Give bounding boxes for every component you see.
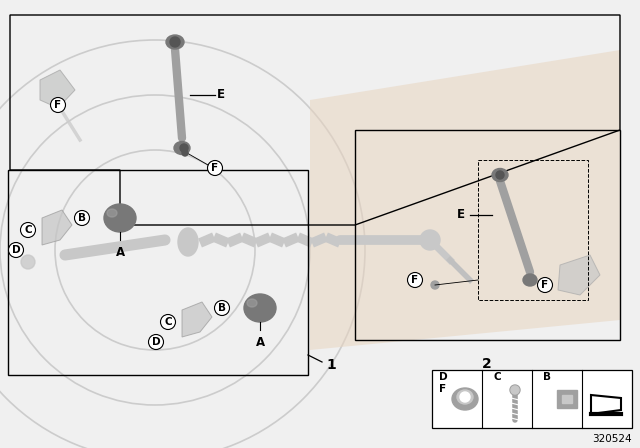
Text: D: D: [438, 372, 447, 382]
Bar: [562, 395, 572, 403]
Text: F: F: [541, 280, 548, 290]
Circle shape: [496, 171, 504, 179]
Polygon shape: [42, 210, 72, 245]
Circle shape: [74, 211, 90, 225]
Text: D: D: [152, 337, 160, 347]
Ellipse shape: [452, 388, 478, 410]
Polygon shape: [40, 70, 75, 108]
Text: A: A: [115, 246, 125, 259]
Ellipse shape: [107, 209, 117, 217]
Circle shape: [51, 98, 65, 112]
Ellipse shape: [457, 390, 473, 404]
Circle shape: [182, 150, 188, 156]
Circle shape: [420, 230, 440, 250]
Circle shape: [180, 144, 188, 152]
Circle shape: [538, 277, 552, 293]
Circle shape: [431, 281, 439, 289]
Ellipse shape: [244, 294, 276, 322]
Text: E: E: [457, 208, 465, 221]
Text: A: A: [255, 336, 264, 349]
Ellipse shape: [523, 274, 537, 286]
Ellipse shape: [247, 299, 257, 307]
Circle shape: [20, 223, 35, 237]
Circle shape: [21, 255, 35, 269]
Text: C: C: [493, 372, 501, 382]
Text: B: B: [218, 303, 226, 313]
Bar: [8, 170, 308, 375]
Circle shape: [148, 335, 163, 349]
Text: F: F: [54, 100, 61, 110]
Ellipse shape: [510, 385, 520, 395]
Polygon shape: [558, 255, 600, 295]
Circle shape: [161, 314, 175, 329]
Bar: [432, 370, 632, 428]
Text: C: C: [24, 225, 32, 235]
Text: D: D: [12, 245, 20, 255]
Circle shape: [460, 392, 470, 402]
Circle shape: [408, 272, 422, 288]
Circle shape: [170, 37, 180, 47]
Circle shape: [214, 301, 230, 315]
Text: C: C: [164, 317, 172, 327]
Circle shape: [511, 386, 519, 394]
Ellipse shape: [174, 142, 190, 155]
Bar: [478, 160, 588, 300]
Text: 1: 1: [326, 358, 336, 372]
Text: B: B: [543, 372, 551, 382]
Text: F: F: [211, 163, 219, 173]
Text: B: B: [78, 213, 86, 223]
Polygon shape: [310, 50, 620, 350]
Bar: [557, 390, 577, 408]
Text: F: F: [440, 384, 447, 394]
Ellipse shape: [104, 204, 136, 232]
Text: F: F: [412, 275, 419, 285]
Polygon shape: [591, 395, 621, 414]
Ellipse shape: [492, 168, 508, 181]
Ellipse shape: [178, 228, 198, 256]
Circle shape: [8, 242, 24, 258]
Polygon shape: [182, 302, 212, 337]
Text: E: E: [217, 89, 225, 102]
Text: 2: 2: [482, 357, 492, 371]
Circle shape: [207, 160, 223, 176]
Ellipse shape: [166, 35, 184, 49]
Text: 320524: 320524: [593, 434, 632, 444]
